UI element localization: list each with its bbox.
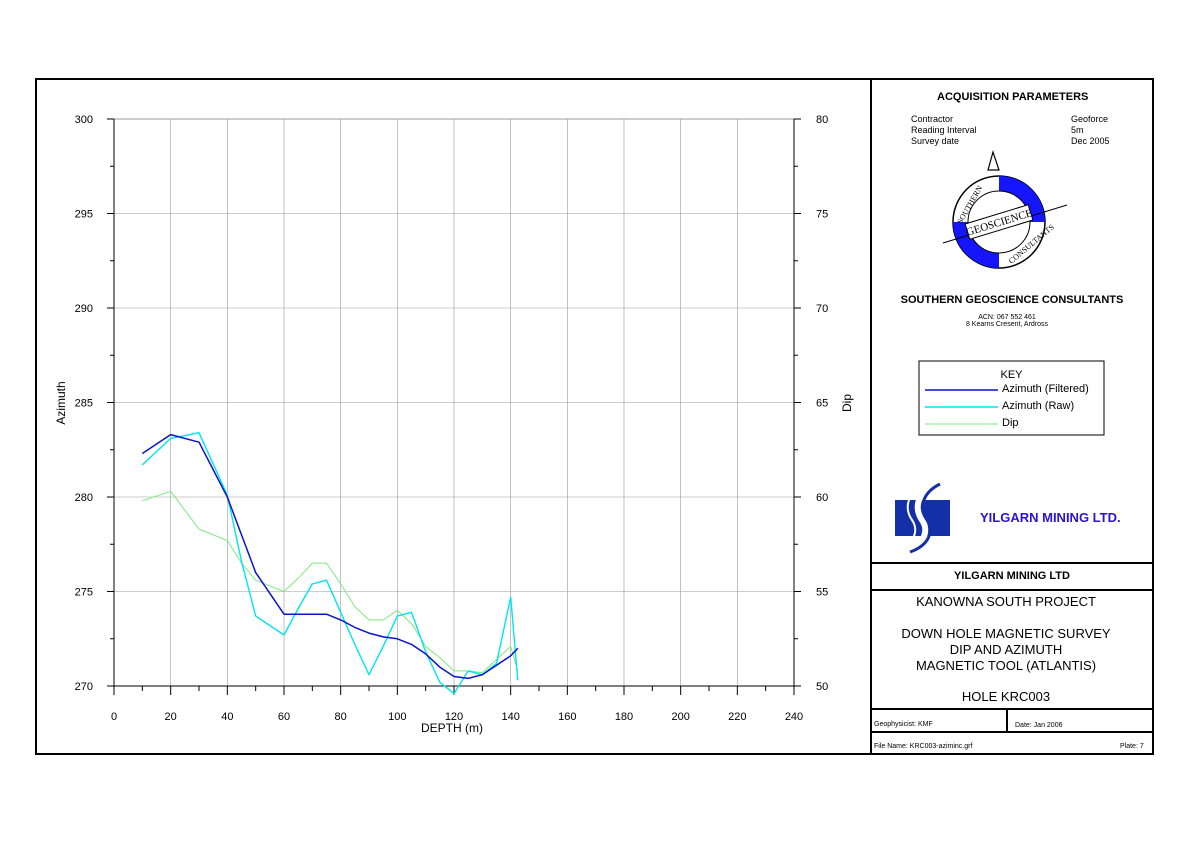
title-block-lines: [871, 562, 1153, 733]
y-tick-label-270: 270: [75, 681, 93, 693]
hole-id: HOLE KRC003: [961, 689, 1051, 704]
x-tick-label-100: 100: [388, 711, 406, 723]
series-line-azimuth-filtered: [141, 433, 519, 680]
legend-label-dip: Dip: [1002, 417, 1019, 429]
y2-tick-label-65: 65: [816, 398, 828, 410]
y2-tick-label-55: 55: [816, 587, 828, 599]
series-line-azimuth-raw: [141, 432, 519, 695]
y-tick-label-280: 280: [75, 492, 93, 504]
client-name: YILGARN MINING LTD.: [980, 510, 1121, 525]
survey-line-1: DOWN HOLE MAGNETIC SURVEY: [901, 626, 1111, 641]
chart-series: [141, 432, 519, 695]
acq-label-interval: Reading Interval: [911, 125, 977, 135]
x-tick-label-140: 140: [501, 711, 519, 723]
drawing-date: Date: Jan 2006: [1015, 722, 1063, 729]
y-tick-label-290: 290: [75, 303, 93, 315]
company-acn: ACN: 067 552 461: [978, 314, 1036, 321]
legend-label-filtered: Azimuth (Filtered): [1002, 383, 1089, 395]
x-tick-label-240: 240: [785, 711, 803, 723]
x-tick-label-160: 160: [558, 711, 576, 723]
y-tick-label-300: 300: [75, 114, 93, 126]
survey-line-3: MAGNETIC TOOL (ATLANTIS): [915, 658, 1097, 673]
chart-plot: 270 275 280 285 290 295 300 50 55 60 65 70 75 80 0 20 40…: [54, 114, 854, 735]
x-tick-label-60: 60: [278, 711, 290, 723]
x-axis-label: DEPTH (m): [421, 721, 483, 735]
y2-tick-label-70: 70: [816, 303, 828, 315]
y-tick-label-295: 295: [75, 209, 93, 221]
x-tick-label-20: 20: [165, 711, 177, 723]
client-heading: YILGARN MINING LTD: [954, 570, 1070, 582]
x-tick-label-40: 40: [221, 711, 233, 723]
x-tick-label-0: 0: [111, 711, 117, 723]
acq-value-interval: 5m: [1071, 125, 1084, 135]
legend-box: [918, 360, 1105, 436]
y-tick-label-285: 285: [75, 398, 93, 410]
y2-tick-label-80: 80: [816, 114, 828, 126]
x-tick-label-200: 200: [671, 711, 689, 723]
x-tick-label-220: 220: [728, 711, 746, 723]
series-line-dip: [142, 490, 519, 674]
acq-value-survey-date: Dec 2005: [1071, 136, 1110, 146]
x-tick-label-80: 80: [335, 711, 347, 723]
file-name: File Name: KRC003-aziminc.grf: [874, 743, 973, 750]
acq-label-survey-date: Survey date: [911, 136, 960, 146]
company-address: 8 Kearns Cresent, Ardross: [965, 321, 1049, 328]
y2-axis-label: Dip: [840, 394, 854, 412]
legend-title: KEY: [1000, 369, 1023, 381]
company-name: SOUTHERN GEOSCIENCE CONSULTANTS: [900, 294, 1124, 306]
geophysicist: Geophysicist: KMF: [874, 721, 933, 728]
project-name: KANOWNA SOUTH PROJECT: [916, 594, 1096, 609]
acq-label-contractor: Contractor: [911, 114, 954, 124]
sgc-logo: GEOSCIENCE SOUTHERN CONSULTANTS: [942, 149, 1068, 269]
acq-value-contractor: Geoforce: [1071, 114, 1109, 124]
chart-axes: 270 275 280 285 290 295 300 50 55 60 65 70 75 80 0 20 40…: [75, 114, 829, 723]
x-tick-label-120: 120: [445, 711, 463, 723]
y2-tick-label-50: 50: [816, 681, 828, 693]
legend-label-raw: Azimuth (Raw): [1002, 400, 1075, 412]
legend: [918, 360, 1105, 436]
y-axis-label: Azimuth: [54, 381, 68, 424]
acquisition-heading: ACQUISITION PARAMETERS: [937, 91, 1089, 103]
yilgarn-logo: [894, 481, 950, 555]
y2-tick-label-60: 60: [816, 492, 828, 504]
x-tick-label-180: 180: [615, 711, 633, 723]
y-tick-label-275: 275: [75, 587, 93, 599]
plate-number: Plate: 7: [1120, 743, 1144, 750]
y2-tick-label-75: 75: [816, 209, 828, 221]
survey-line-2: DIP AND AZIMUTH: [949, 642, 1063, 657]
chart-grid: [113, 118, 795, 687]
sheet-frame: [35, 78, 1154, 755]
